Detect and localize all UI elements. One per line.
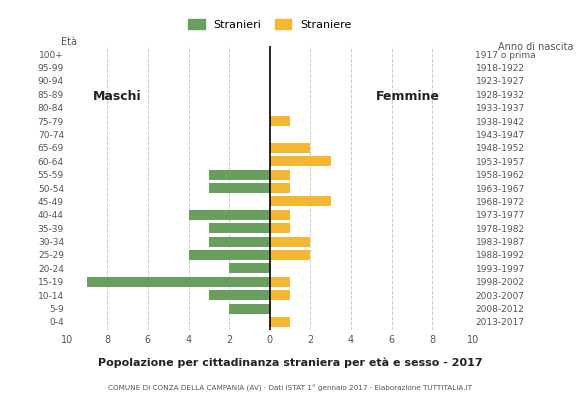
- Bar: [188, 250, 270, 260]
- Bar: [188, 210, 270, 220]
- Bar: [270, 116, 290, 126]
- Bar: [270, 236, 310, 247]
- Bar: [270, 143, 310, 153]
- Bar: [270, 250, 310, 260]
- Bar: [229, 304, 270, 314]
- Bar: [270, 196, 331, 206]
- Legend: Stranieri, Straniere: Stranieri, Straniere: [183, 15, 356, 34]
- Bar: [209, 170, 270, 180]
- Bar: [209, 223, 270, 233]
- Bar: [209, 183, 270, 193]
- Bar: [270, 210, 290, 220]
- Text: Maschi: Maschi: [93, 90, 142, 104]
- Bar: [270, 170, 290, 180]
- Bar: [270, 317, 290, 327]
- Bar: [209, 236, 270, 247]
- Bar: [270, 156, 331, 166]
- Bar: [87, 277, 270, 287]
- Bar: [270, 223, 290, 233]
- Bar: [270, 277, 290, 287]
- Bar: [209, 290, 270, 300]
- Text: Anno di nascita: Anno di nascita: [498, 42, 573, 52]
- Text: Età: Età: [60, 37, 77, 47]
- Bar: [229, 263, 270, 274]
- Bar: [270, 183, 290, 193]
- Bar: [270, 290, 290, 300]
- Text: Femmine: Femmine: [376, 90, 440, 104]
- Text: Popolazione per cittadinanza straniera per età e sesso - 2017: Popolazione per cittadinanza straniera p…: [97, 358, 483, 368]
- Text: COMUNE DI CONZA DELLA CAMPANIA (AV) · Dati ISTAT 1° gennaio 2017 · Elaborazione : COMUNE DI CONZA DELLA CAMPANIA (AV) · Da…: [108, 385, 472, 392]
